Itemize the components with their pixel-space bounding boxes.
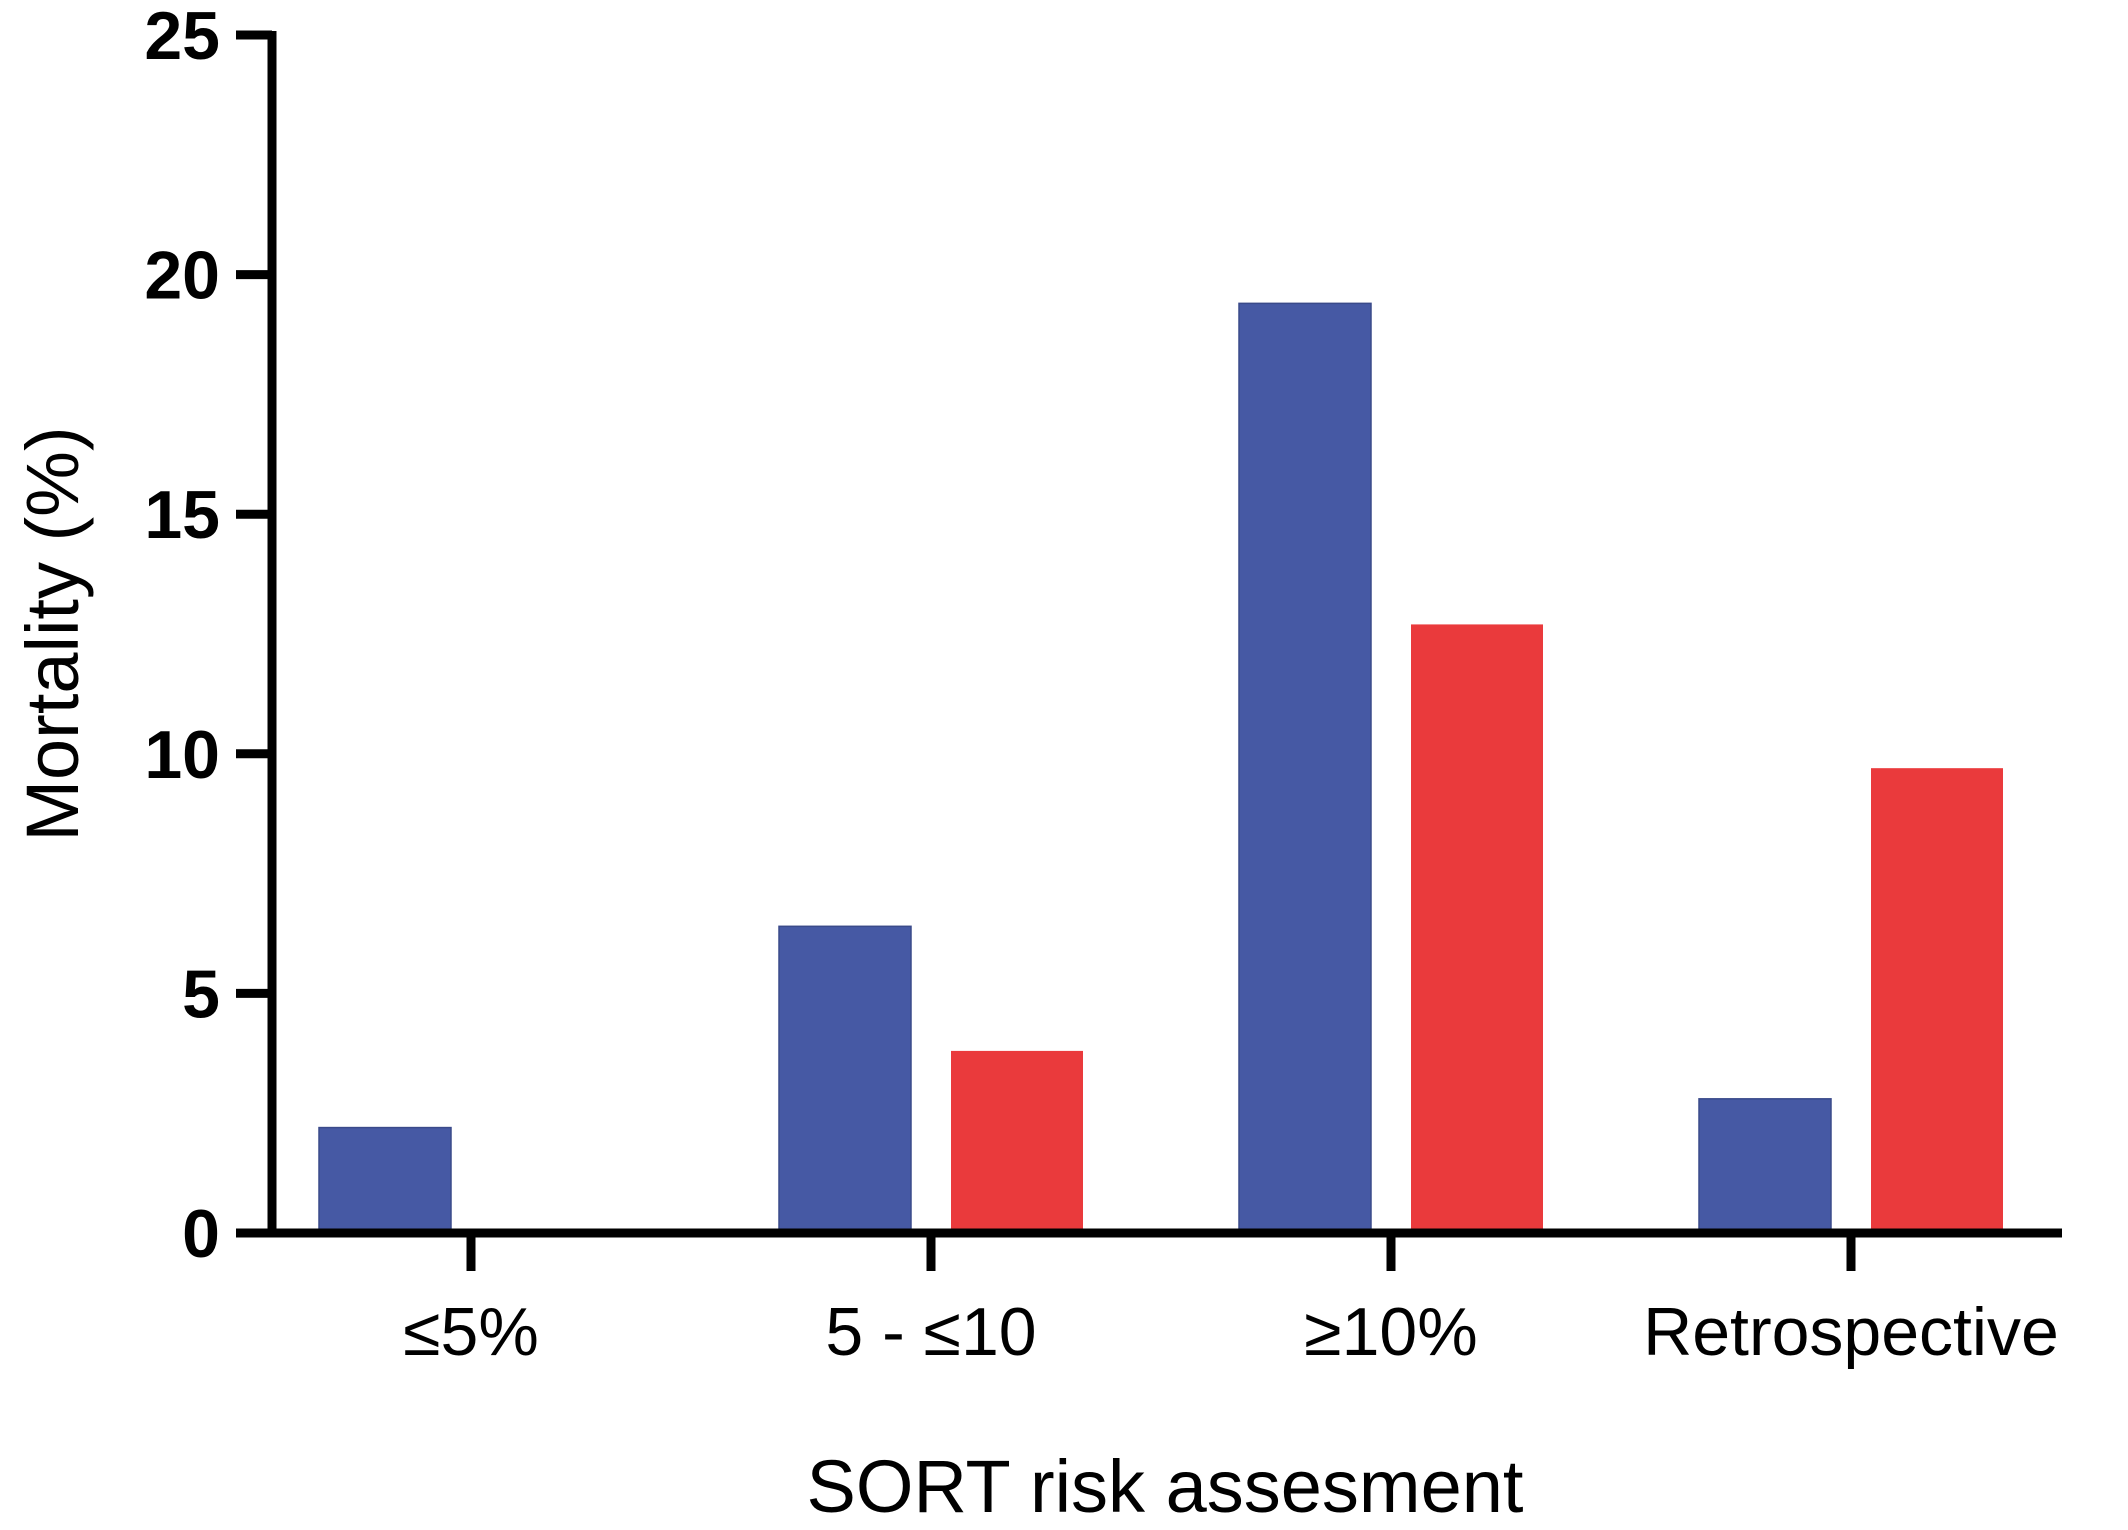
bar-series1-cat4 xyxy=(1698,1098,1832,1234)
x-axis-title: SORT risk assesment xyxy=(807,1445,1524,1525)
bars xyxy=(318,302,2003,1234)
x-tick-label: ≤5% xyxy=(403,1294,539,1370)
x-tick-label: ≥10% xyxy=(1304,1294,1477,1370)
y-tick-label: 25 xyxy=(144,0,220,74)
axes xyxy=(267,31,2062,1238)
y-tick-label: 0 xyxy=(182,1196,220,1272)
x-tick-label: Retrospective xyxy=(1643,1294,2059,1370)
bar-series2-cat4 xyxy=(1871,768,2003,1233)
y-tick-label: 15 xyxy=(144,477,220,553)
bar-series1-cat1 xyxy=(318,1126,452,1234)
y-axis-title: Mortality (%) xyxy=(11,426,94,841)
bar-series1-cat3 xyxy=(1238,302,1372,1234)
y-ticks: 0 5 10 15 20 25 xyxy=(144,0,272,1272)
y-tick-label: 20 xyxy=(144,238,220,314)
bar-series1-cat2 xyxy=(778,925,912,1234)
y-tick-label: 5 xyxy=(182,956,220,1032)
x-tick-label: 5 - ≤10 xyxy=(825,1294,1036,1370)
bar-series2-cat2 xyxy=(951,1050,1083,1233)
bar-series2-cat3 xyxy=(1411,624,1543,1233)
y-tick-label: 10 xyxy=(144,717,220,793)
x-ticks: ≤5% 5 - ≤10 ≥10% Retrospective xyxy=(403,1233,2059,1370)
